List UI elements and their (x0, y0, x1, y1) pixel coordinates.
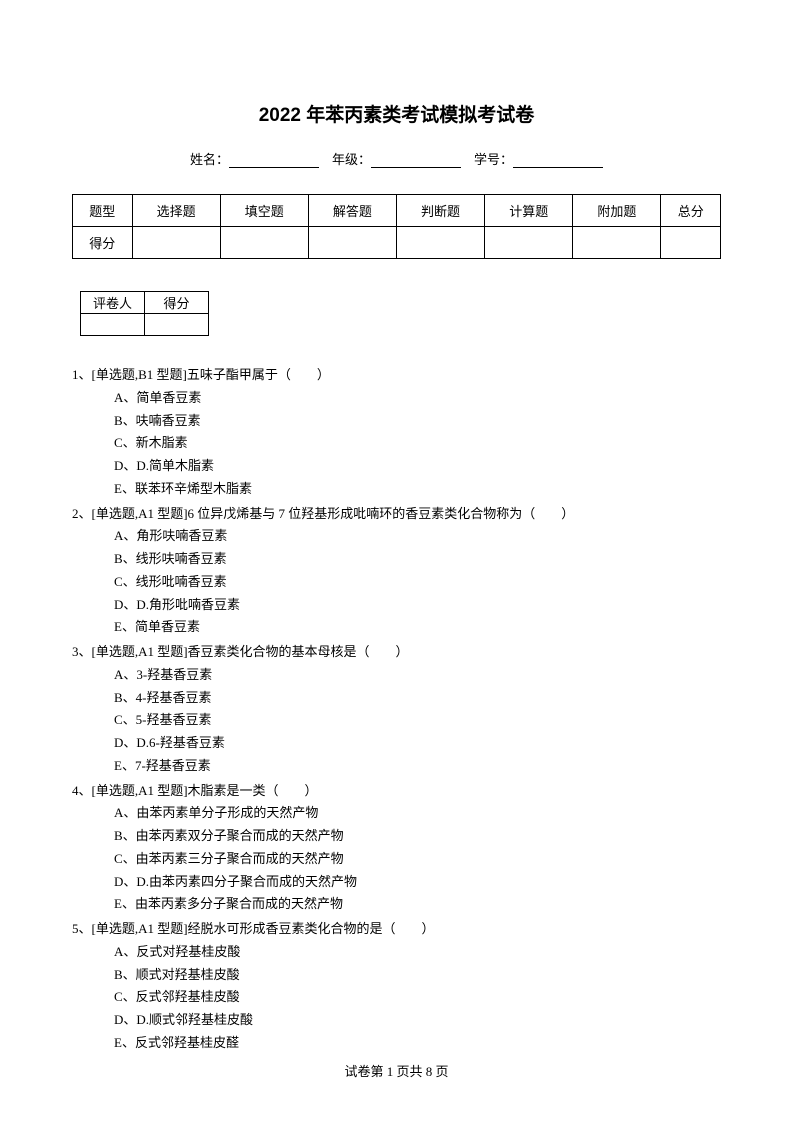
score-header-calc: 计算题 (485, 195, 573, 227)
options-list: A、简单香豆素B、呋喃香豆素C、新木脂素D、D.简单木脂素E、联苯环辛烯型木脂素 (72, 387, 721, 501)
question: 1、[单选题,B1 型题]五味子酯甲属于（ ）A、简单香豆素B、呋喃香豆素C、新… (72, 364, 721, 501)
grade-label: 年级： (332, 149, 371, 168)
option: B、4-羟基香豆素 (114, 687, 721, 710)
score-header-type: 题型 (73, 195, 133, 227)
option: C、新木脂素 (114, 432, 721, 455)
id-label: 学号： (474, 149, 513, 168)
name-blank (229, 154, 319, 168)
score-cell (132, 227, 220, 259)
option: A、3-羟基香豆素 (114, 664, 721, 687)
option: B、顺式对羟基桂皮酸 (114, 964, 721, 987)
questions-container: 1、[单选题,B1 型题]五味子酯甲属于（ ）A、简单香豆素B、呋喃香豆素C、新… (72, 364, 721, 1055)
option: A、反式对羟基桂皮酸 (114, 941, 721, 964)
grader-label: 评卷人 (81, 292, 145, 314)
question-stem: 2、[单选题,A1 型题]6 位异戊烯基与 7 位羟基形成吡喃环的香豆素类化合物… (72, 503, 721, 526)
score-cell (661, 227, 721, 259)
student-info-line: 姓名： 年级： 学号： (72, 149, 721, 168)
score-cell (308, 227, 396, 259)
option: D、D.顺式邻羟基桂皮酸 (114, 1009, 721, 1032)
score-header-fill: 填空题 (220, 195, 308, 227)
score-table-value-row: 得分 (73, 227, 721, 259)
footer-suffix: 页 (432, 1064, 448, 1079)
score-header-total: 总分 (661, 195, 721, 227)
options-list: A、角形呋喃香豆素B、线形呋喃香豆素C、线形吡喃香豆素D、D.角形吡喃香豆素E、… (72, 525, 721, 639)
score-cell (220, 227, 308, 259)
option: D、D.由苯丙素四分子聚合而成的天然产物 (114, 871, 721, 894)
options-list: A、3-羟基香豆素B、4-羟基香豆素C、5-羟基香豆素D、D.6-羟基香豆素E、… (72, 664, 721, 778)
score-cell (396, 227, 484, 259)
options-list: A、反式对羟基桂皮酸B、顺式对羟基桂皮酸C、反式邻羟基桂皮酸D、D.顺式邻羟基桂… (72, 941, 721, 1055)
option: A、角形呋喃香豆素 (114, 525, 721, 548)
score-cell (573, 227, 661, 259)
options-list: A、由苯丙素单分子形成的天然产物B、由苯丙素双分子聚合而成的天然产物C、由苯丙素… (72, 802, 721, 916)
page-footer: 试卷第 1 页共 8 页 (0, 1061, 793, 1080)
question: 2、[单选题,A1 型题]6 位异戊烯基与 7 位羟基形成吡喃环的香豆素类化合物… (72, 503, 721, 640)
option: B、呋喃香豆素 (114, 410, 721, 433)
question: 5、[单选题,A1 型题]经脱水可形成香豆素类化合物的是（ ）A、反式对羟基桂皮… (72, 918, 721, 1055)
question: 3、[单选题,A1 型题]香豆素类化合物的基本母核是（ ）A、3-羟基香豆素B、… (72, 641, 721, 778)
option: C、由苯丙素三分子聚合而成的天然产物 (114, 848, 721, 871)
option: E、联苯环辛烯型木脂素 (114, 478, 721, 501)
footer-middle: 页共 (393, 1064, 426, 1079)
id-blank (513, 154, 603, 168)
score-table: 题型 选择题 填空题 解答题 判断题 计算题 附加题 总分 得分 (72, 194, 721, 259)
exam-title: 2022 年苯丙素类考试模拟考试卷 (72, 100, 721, 127)
question-stem: 5、[单选题,A1 型题]经脱水可形成香豆素类化合物的是（ ） (72, 918, 721, 941)
score-header-choice: 选择题 (132, 195, 220, 227)
question: 4、[单选题,A1 型题]木脂素是一类（ ）A、由苯丙素单分子形成的天然产物B、… (72, 780, 721, 917)
grade-blank (371, 154, 461, 168)
question-stem: 4、[单选题,A1 型题]木脂素是一类（ ） (72, 780, 721, 803)
option: E、7-羟基香豆素 (114, 755, 721, 778)
score-header-extra: 附加题 (573, 195, 661, 227)
grader-cell (81, 314, 145, 336)
score-row-label: 得分 (73, 227, 133, 259)
score-header-judge: 判断题 (396, 195, 484, 227)
grader-table: 评卷人 得分 (80, 291, 209, 336)
option: E、反式邻羟基桂皮醛 (114, 1032, 721, 1055)
score-cell (485, 227, 573, 259)
footer-prefix: 试卷第 (344, 1064, 386, 1079)
question-stem: 1、[单选题,B1 型题]五味子酯甲属于（ ） (72, 364, 721, 387)
option: C、线形吡喃香豆素 (114, 571, 721, 594)
option: E、简单香豆素 (114, 616, 721, 639)
option: B、线形呋喃香豆素 (114, 548, 721, 571)
score-header-answer: 解答题 (308, 195, 396, 227)
score-table-header-row: 题型 选择题 填空题 解答题 判断题 计算题 附加题 总分 (73, 195, 721, 227)
option: A、简单香豆素 (114, 387, 721, 410)
option: D、D.6-羟基香豆素 (114, 732, 721, 755)
option: B、由苯丙素双分子聚合而成的天然产物 (114, 825, 721, 848)
option: A、由苯丙素单分子形成的天然产物 (114, 802, 721, 825)
grader-score-cell (145, 314, 209, 336)
option: C、反式邻羟基桂皮酸 (114, 986, 721, 1009)
question-stem: 3、[单选题,A1 型题]香豆素类化合物的基本母核是（ ） (72, 641, 721, 664)
option: E、由苯丙素多分子聚合而成的天然产物 (114, 893, 721, 916)
option: D、D.简单木脂素 (114, 455, 721, 478)
option: D、D.角形吡喃香豆素 (114, 594, 721, 617)
grader-score-label: 得分 (145, 292, 209, 314)
option: C、5-羟基香豆素 (114, 709, 721, 732)
name-label: 姓名： (190, 149, 229, 168)
